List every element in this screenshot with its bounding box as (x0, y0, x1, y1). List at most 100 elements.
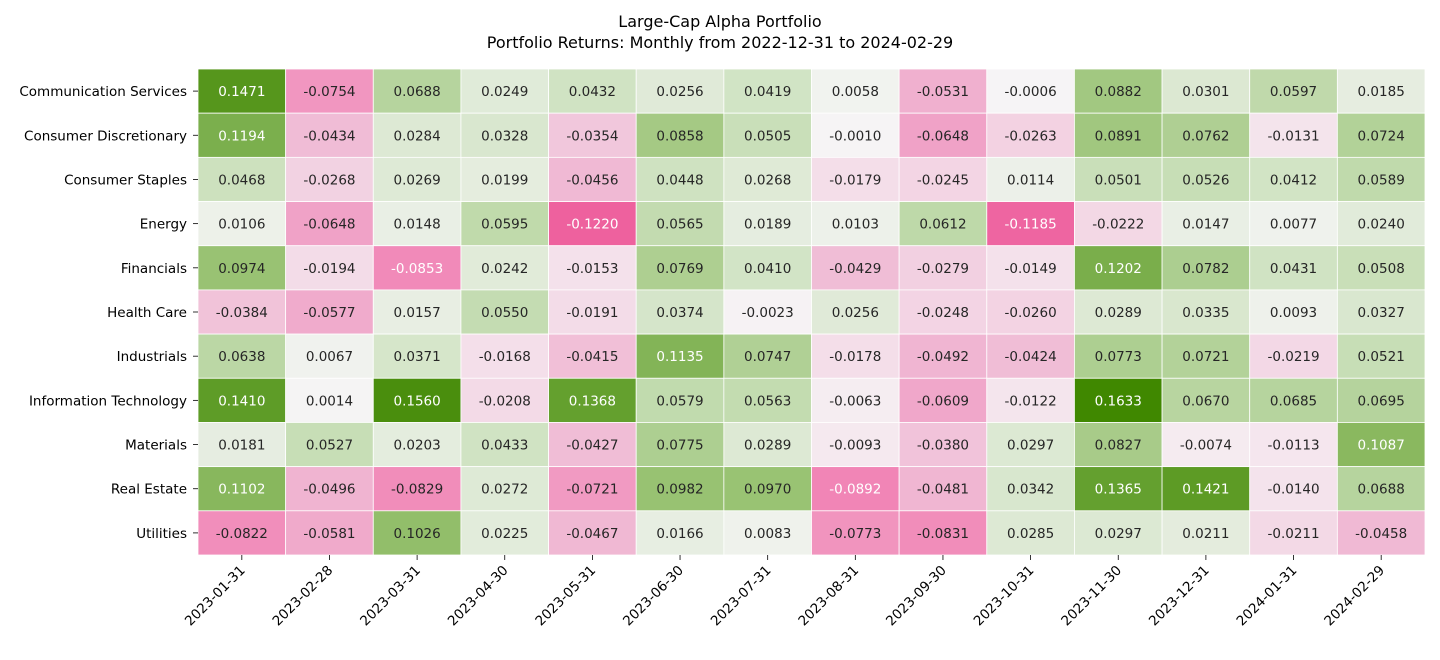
column-labels: 2023-01-31 2023-02-28 2023-03-31 2023-04-30… (182, 555, 1388, 629)
cell-value-label: 0.1421 (1182, 482, 1229, 498)
heatmap-cell (460, 422, 549, 468)
cell-value-label: 0.1102 (218, 482, 265, 498)
cell-value-label: -0.0721 (566, 482, 618, 498)
heatmap-cell (1336, 156, 1426, 202)
heatmap-cell (811, 68, 900, 114)
heatmap-cell (811, 510, 900, 556)
heatmap-cell (1249, 112, 1338, 158)
cell-value-label: -0.0219 (1267, 349, 1319, 365)
heatmap-cell (1074, 510, 1163, 556)
heatmap-cell (372, 68, 462, 114)
heatmap-cell (460, 466, 549, 512)
cell-value-label: 0.1135 (656, 349, 703, 365)
heatmap-cell (372, 245, 462, 291)
cell-value-label: 0.0891 (1095, 128, 1142, 144)
cell-value-label: -0.0458 (1355, 526, 1407, 542)
cell-value-label: 0.1410 (218, 393, 265, 409)
cell-value-label: -0.0263 (1005, 128, 1057, 144)
heatmap-cell (635, 289, 725, 335)
cell-value-label: -0.0424 (1005, 349, 1057, 365)
heatmap-cell (1161, 156, 1251, 202)
heatmap-cell (1074, 156, 1163, 202)
heatmap-cell (1336, 510, 1426, 556)
heatmap-cell (1074, 422, 1163, 468)
heatmap-cell (635, 466, 725, 512)
cell-value-label: 0.0148 (393, 217, 440, 233)
cell-value-label: 0.0589 (1358, 172, 1405, 188)
cell-value-label: 0.0685 (1270, 393, 1317, 409)
cell-value-label: -0.0191 (566, 305, 618, 321)
heatmap-cell (723, 377, 812, 423)
heatmap-cell (811, 333, 900, 379)
cell-value-label: -0.0380 (917, 438, 969, 454)
cell-value-label: 0.0432 (569, 84, 616, 100)
cell-value-label: 0.0256 (656, 84, 703, 100)
cell-value-label: -0.0577 (303, 305, 355, 321)
cell-value-label: -0.0063 (829, 393, 881, 409)
cell-value-label: -0.0178 (829, 349, 881, 365)
cell-value-label: 0.0762 (1182, 128, 1229, 144)
heatmap-cell (811, 245, 900, 291)
cell-value-label: 0.0827 (1095, 438, 1142, 454)
heatmap-cell (898, 422, 988, 468)
cell-value-label: 0.0301 (1182, 84, 1229, 100)
cell-value-label: -0.0010 (829, 128, 881, 144)
heatmap-cell (285, 112, 374, 158)
heatmap-cell (1161, 68, 1251, 114)
cell-value-label: 0.0724 (1358, 128, 1405, 144)
cell-value-label: 0.0242 (481, 261, 528, 277)
heatmap-cell (548, 466, 637, 512)
cell-value-label: 0.0468 (218, 172, 265, 188)
row-label: Materials (125, 438, 187, 454)
cell-value-label: 0.0289 (1095, 305, 1142, 321)
heatmap-cell (1249, 201, 1338, 247)
cell-value-label: -0.0023 (742, 305, 794, 321)
heatmap-cell (1249, 289, 1338, 335)
heatmap-cell (285, 68, 374, 114)
heatmap-cell (723, 156, 812, 202)
column-label: 2023-10-31 (971, 563, 1038, 630)
column-label: 2023-07-31 (708, 563, 775, 630)
cell-value-label: 0.0597 (1270, 84, 1317, 100)
cell-value-label: 0.0974 (218, 261, 265, 277)
heatmap-cell (1161, 289, 1251, 335)
cell-value-label: -0.0245 (917, 172, 969, 188)
cell-value-label: 0.0688 (393, 84, 440, 100)
cell-value-label: 0.0595 (481, 217, 528, 233)
cell-value-label: -0.0456 (566, 172, 618, 188)
heatmap-cell (1074, 333, 1163, 379)
cell-value-label: -0.0831 (917, 526, 969, 542)
heatmap-cell (986, 510, 1075, 556)
heatmap-cell (1336, 289, 1426, 335)
column-label: 2023-04-30 (445, 563, 512, 630)
cell-value-label: 0.0067 (306, 349, 353, 365)
cell-value-label: 0.1365 (1095, 482, 1142, 498)
heatmap-cell (197, 201, 287, 247)
cell-value-label: 0.0747 (744, 349, 791, 365)
heatmap-cell (460, 289, 549, 335)
heatmap-cell (1249, 245, 1338, 291)
cell-value-label: -0.0822 (216, 526, 268, 542)
cell-value-label: 0.1368 (569, 393, 616, 409)
heatmap-cell (1336, 201, 1426, 247)
cell-value-label: 0.0775 (656, 438, 703, 454)
heatmap-cells: 0.1471 -0.0754 0.0688 0.0249 0.0432 0.0256 0.0… (197, 68, 1426, 556)
cell-value-label: 0.0297 (1095, 526, 1142, 542)
cell-value-label: 0.0225 (481, 526, 528, 542)
row-label: Real Estate (111, 482, 187, 498)
cell-value-label: 0.0527 (306, 438, 353, 454)
cell-value-label: 0.0093 (1270, 305, 1317, 321)
cell-value-label: -0.0268 (303, 172, 355, 188)
heatmap-cell (460, 377, 549, 423)
cell-value-label: 0.0203 (393, 438, 440, 454)
heatmap-cell (1249, 333, 1338, 379)
cell-value-label: 0.1087 (1358, 438, 1405, 454)
cell-value-label: 0.0189 (744, 217, 791, 233)
heatmap-cell (811, 289, 900, 335)
column-label: 2023-05-31 (532, 563, 599, 630)
cell-value-label: -0.0773 (829, 526, 881, 542)
cell-value-label: 0.0284 (393, 128, 440, 144)
heatmap-cell (548, 112, 637, 158)
heatmap-cell (460, 333, 549, 379)
heatmap-cell (723, 422, 812, 468)
